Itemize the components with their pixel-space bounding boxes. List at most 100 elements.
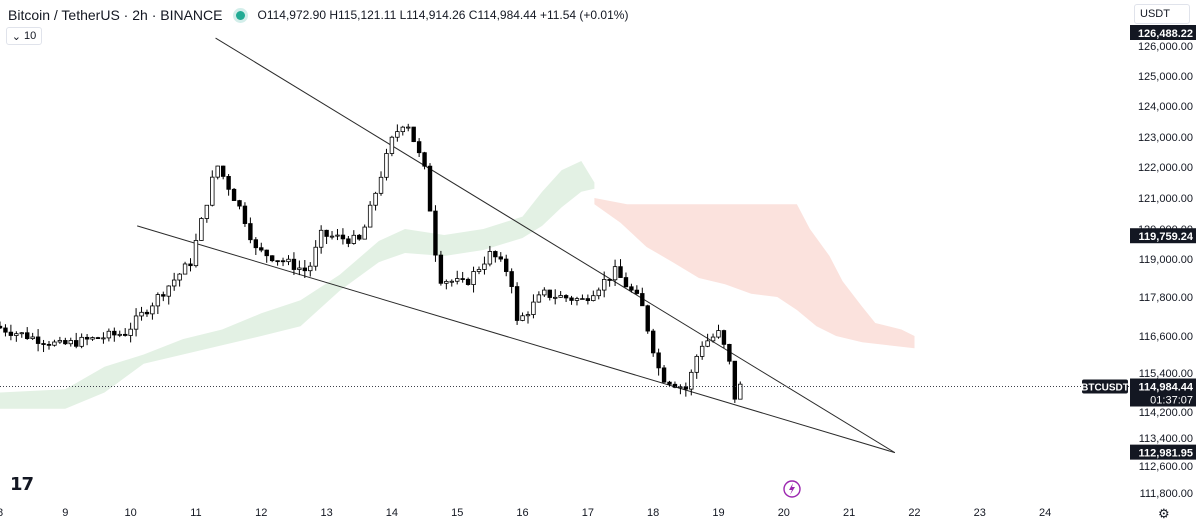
candle-body <box>188 263 193 267</box>
x-tick-label: 8 <box>0 507 3 519</box>
candle-body <box>591 295 596 301</box>
candle-body <box>542 289 547 296</box>
candle-body <box>373 192 378 206</box>
candle-body <box>275 260 280 263</box>
y-tick-label: 121,000.00 <box>1138 193 1193 205</box>
candle-body <box>171 279 177 287</box>
candle-body <box>220 165 226 177</box>
tradingview-logo[interactable]: 17 <box>10 474 34 495</box>
candle-body <box>112 330 117 336</box>
y-tick-label: 126,000.00 <box>1138 41 1193 53</box>
candle-body <box>226 176 231 190</box>
y-tick-label: 116,600.00 <box>1139 331 1193 343</box>
candle-body <box>569 297 574 301</box>
candle-body <box>101 337 106 340</box>
replay-icon[interactable] <box>783 480 801 498</box>
candle-body <box>308 265 313 272</box>
x-tick-label: 19 <box>712 507 724 519</box>
candle-body <box>563 295 569 299</box>
candle-body <box>117 333 122 336</box>
candle-body <box>645 305 650 332</box>
candle-body <box>406 126 411 129</box>
candle-body <box>612 266 618 281</box>
candle-body <box>438 254 444 284</box>
candle-body <box>128 328 133 336</box>
candle-body <box>177 273 182 281</box>
candle-body <box>710 336 716 342</box>
candle-body <box>155 294 161 307</box>
x-tick-label: 11 <box>190 507 201 519</box>
candle-body <box>362 226 367 240</box>
candle-body <box>416 141 422 154</box>
x-tick-label: 21 <box>843 507 855 519</box>
candle-body <box>422 152 427 167</box>
candle-body <box>601 279 607 291</box>
y-tick-label: 124,000.00 <box>1138 101 1193 113</box>
candle-body <box>623 277 629 288</box>
candle-body <box>498 256 503 260</box>
candle-body <box>672 383 678 388</box>
bar-countdown: 01:37:07 <box>1150 395 1193 407</box>
candle-body <box>237 200 242 207</box>
indicator-toggle[interactable]: ⌄ 10 <box>6 27 42 45</box>
candle-body <box>259 247 264 251</box>
candle-body <box>166 285 171 297</box>
candle-body <box>433 210 438 256</box>
gear-icon[interactable]: ⚙ <box>1158 506 1170 521</box>
symbol-tag-bg <box>1082 379 1128 394</box>
candle-body <box>640 293 645 307</box>
candle-body <box>231 188 237 201</box>
last-price-tag-bg <box>1130 378 1196 407</box>
market-status-icon <box>236 10 246 20</box>
candle-body <box>324 229 329 237</box>
price-axis[interactable]: 111,800.00 112,600.00 113,400.00 114,200.00… <box>1138 41 1193 500</box>
candle-body <box>455 278 460 282</box>
candle-body <box>84 336 90 340</box>
ohlc-values: O114,972.90 H115,121.11 L114,914.26 C114… <box>257 8 629 22</box>
candle-body <box>650 330 656 354</box>
last-price-value: 114,984.44 <box>1139 382 1194 394</box>
candle-body <box>460 278 465 280</box>
candle-body <box>580 298 585 300</box>
indicator-count: 10 <box>23 30 37 42</box>
x-tick-label: 17 <box>582 507 594 519</box>
candle-body <box>335 234 340 237</box>
candle-body <box>738 383 743 400</box>
candle-body <box>106 330 112 339</box>
chevron-down-icon: ⌄ <box>11 30 21 43</box>
time-axis[interactable]: 8 9 10 11 12 13 14 15 16 17 18 19 20 21 22 23 24 <box>0 507 1051 519</box>
y-tick-label: 115,400.00 <box>1139 368 1193 380</box>
candle-body <box>384 153 389 178</box>
trendline-lower[interactable] <box>137 225 895 454</box>
logo-text: 17 <box>10 474 34 495</box>
candle-body <box>525 314 531 317</box>
symbol-tag: BTCUSDT <box>1081 383 1129 394</box>
x-tick-label: 20 <box>778 507 790 519</box>
candle-body <box>318 229 324 248</box>
trendline-upper[interactable] <box>215 37 896 454</box>
candle-body <box>389 136 395 154</box>
candle-body <box>520 315 525 321</box>
candle-body <box>74 340 79 347</box>
candlesticks <box>0 123 743 403</box>
ichimoku-cloud <box>0 161 915 409</box>
candle-body <box>378 176 384 194</box>
currency-button[interactable]: USDT <box>1134 4 1190 24</box>
candle-body <box>57 340 63 343</box>
symbol-title[interactable]: Bitcoin / TetherUS · 2h · BINANCE <box>8 7 223 23</box>
candle-body <box>122 333 128 336</box>
x-tick-label: 15 <box>451 507 463 519</box>
candle-body <box>683 386 689 390</box>
y-tick-label: 111,800.00 <box>1140 488 1193 500</box>
candle-body <box>269 255 275 262</box>
candle-body <box>35 336 41 344</box>
candle-body <box>182 263 188 275</box>
candle-body <box>465 278 471 285</box>
candle-body <box>504 258 509 272</box>
candle-body <box>313 246 318 267</box>
candle-body <box>629 286 634 291</box>
candle-body <box>52 341 57 346</box>
candle-body <box>19 332 24 335</box>
price-tag-0: 126,488.22 <box>1138 28 1193 40</box>
